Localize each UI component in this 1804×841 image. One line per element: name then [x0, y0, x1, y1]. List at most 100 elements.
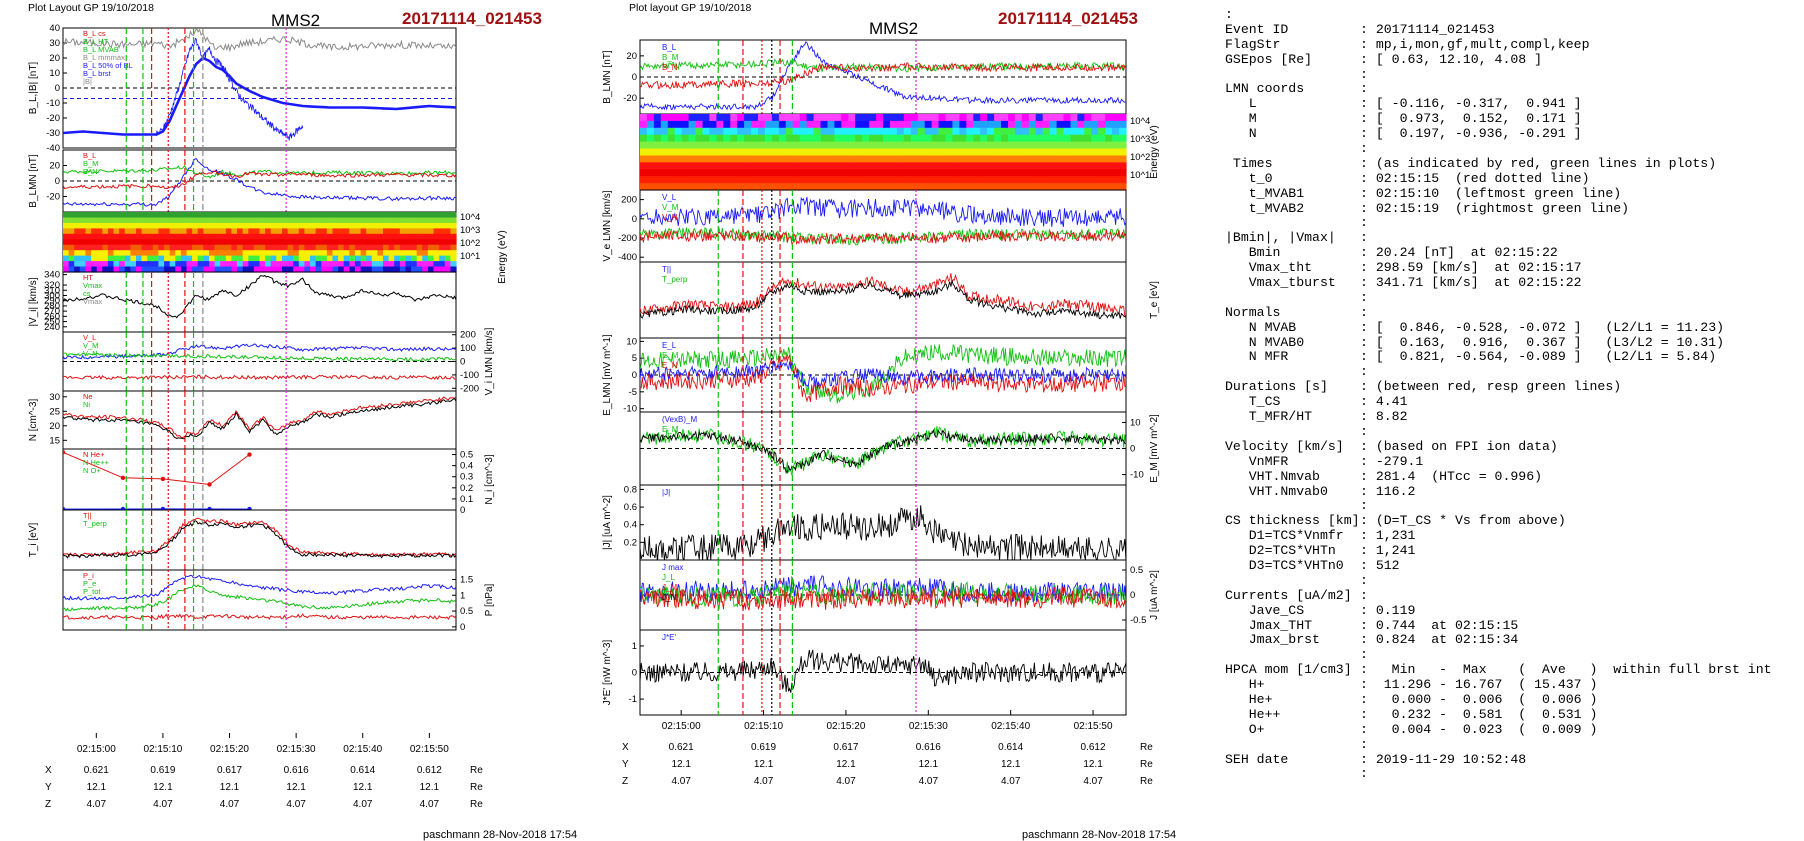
spectrogram-cell: [889, 141, 898, 150]
spectrogram-cell: [660, 127, 669, 136]
spectrogram-cell: [785, 134, 794, 143]
spectrogram-cell: [862, 169, 870, 177]
spectrogram-cell: [147, 228, 154, 235]
spectrogram-cell: [1084, 141, 1092, 150]
series-line: [63, 613, 456, 621]
spectrogram-cell: [1056, 127, 1065, 136]
spectrogram-cell: [1056, 120, 1065, 129]
spectrogram-cell: [242, 250, 249, 257]
spectrogram-cell: [253, 212, 261, 219]
spectrogram-cell: [660, 141, 669, 150]
series-group: [63, 28, 456, 141]
spectrogram-cell: [175, 222, 182, 229]
summary-value: : (as indicated by red, green lines in p…: [1360, 155, 1717, 171]
spectrogram-cell: [778, 127, 787, 136]
spectrogram-cell: [113, 233, 120, 240]
summary-key: FlagStr: [1225, 36, 1281, 52]
spectrogram-cell: [660, 155, 669, 163]
legend-entry: J*E': [662, 633, 676, 642]
spectrogram-cell: [1008, 148, 1016, 156]
spectrogram-cell: [820, 114, 828, 122]
series-line: [63, 374, 456, 381]
spectrogram-cell: [315, 261, 322, 268]
spectrogram-cell: [1042, 141, 1051, 150]
series-line: [63, 397, 456, 440]
tick-label: 200: [621, 195, 637, 206]
spectrogram-cell: [349, 266, 356, 273]
spectrogram-cell: [820, 169, 828, 177]
spectrogram-cell: [354, 255, 362, 262]
spectrogram-cell: [450, 266, 457, 273]
spectrogram-cell: [248, 222, 255, 229]
spectrogram-cell: [321, 239, 328, 246]
spectrogram-cell: [338, 261, 345, 268]
spectrogram-cell: [79, 261, 86, 268]
spectrogram-cell: [869, 120, 877, 129]
spectrogram-cell: [785, 162, 794, 170]
spectrogram-cell: [994, 169, 1002, 177]
spectrogram-cell: [152, 255, 159, 262]
legend-entry: B_N: [662, 63, 678, 72]
spectrogram-cell: [79, 222, 86, 229]
spectrogram-cell: [141, 239, 148, 246]
spectrogram-cell: [416, 261, 423, 268]
spectrogram-cell: [1105, 155, 1113, 163]
spectrogram-cell: [896, 114, 905, 122]
series-line: [640, 280, 1126, 320]
spectrogram-cell: [980, 114, 988, 122]
spectrogram-cell: [646, 176, 655, 184]
spectrogram-cell: [360, 233, 367, 240]
position-value: 4.07: [286, 799, 306, 810]
spectrogram-cell: [869, 155, 877, 163]
summary-key: D3=TCS*VHTn0: [1225, 557, 1344, 573]
y-axis-label: V_e LMN [km/s]: [602, 190, 613, 261]
legend-entry: V_M: [662, 203, 679, 212]
position-value: 0.621: [669, 742, 694, 753]
spectrogram-cell: [439, 239, 446, 246]
spectrogram-cell: [646, 148, 655, 156]
spectrogram-cell: [304, 266, 311, 273]
spectrogram-cell: [270, 228, 277, 235]
spectrogram-cell: [119, 261, 126, 268]
legend-entry: T||: [83, 511, 92, 520]
spectrogram-cell: [806, 176, 815, 184]
spectrogram-cell: [903, 169, 912, 177]
spectrogram-cell: [63, 228, 70, 235]
spectrogram-cell: [91, 228, 98, 235]
spectrogram-cell: [855, 176, 863, 184]
spectrogram-cell: [1098, 155, 1106, 163]
spectrogram-cell: [660, 114, 669, 122]
tick-label: 100: [460, 343, 476, 354]
spectrogram-cell: [931, 162, 940, 170]
energy-axis-label: Energy (eV): [497, 230, 508, 283]
spectrogram-cell: [332, 217, 339, 224]
spectrogram-cell: [79, 239, 86, 246]
spectrogram-cell: [141, 233, 148, 240]
spectrogram-cell: [987, 176, 995, 184]
spectrogram-cell: [450, 244, 457, 251]
spectrogram-cell: [231, 212, 238, 219]
spectrogram-cell: [304, 217, 311, 224]
spectrogram-cell: [68, 255, 75, 262]
tick-label: 20: [49, 421, 60, 432]
spectrogram-cell: [192, 222, 199, 229]
spectrogram-cell: [688, 127, 697, 136]
spectrogram-cell: [896, 162, 905, 170]
spectrogram-cell: [813, 141, 822, 150]
spectrogram-cell: [444, 239, 451, 246]
series-line: [63, 165, 456, 179]
spectrogram-cell: [1001, 141, 1009, 150]
spectrogram-cell: [119, 233, 126, 240]
spectrogram-cell: [383, 222, 390, 229]
spectrogram-cell: [141, 255, 148, 262]
summary-row: :: [1225, 364, 1800, 380]
spectrogram-cell: [220, 250, 227, 257]
series-line: [640, 585, 1126, 611]
spectrogram-cell: [1014, 162, 1023, 170]
spectrogram-cell: [820, 183, 828, 191]
spectrogram-cell: [349, 250, 356, 257]
spectrogram-cell: [1028, 162, 1037, 170]
spectrogram-cell: [203, 233, 210, 240]
tick-label: 30: [49, 38, 60, 49]
summary-value: :: [1360, 423, 1368, 439]
